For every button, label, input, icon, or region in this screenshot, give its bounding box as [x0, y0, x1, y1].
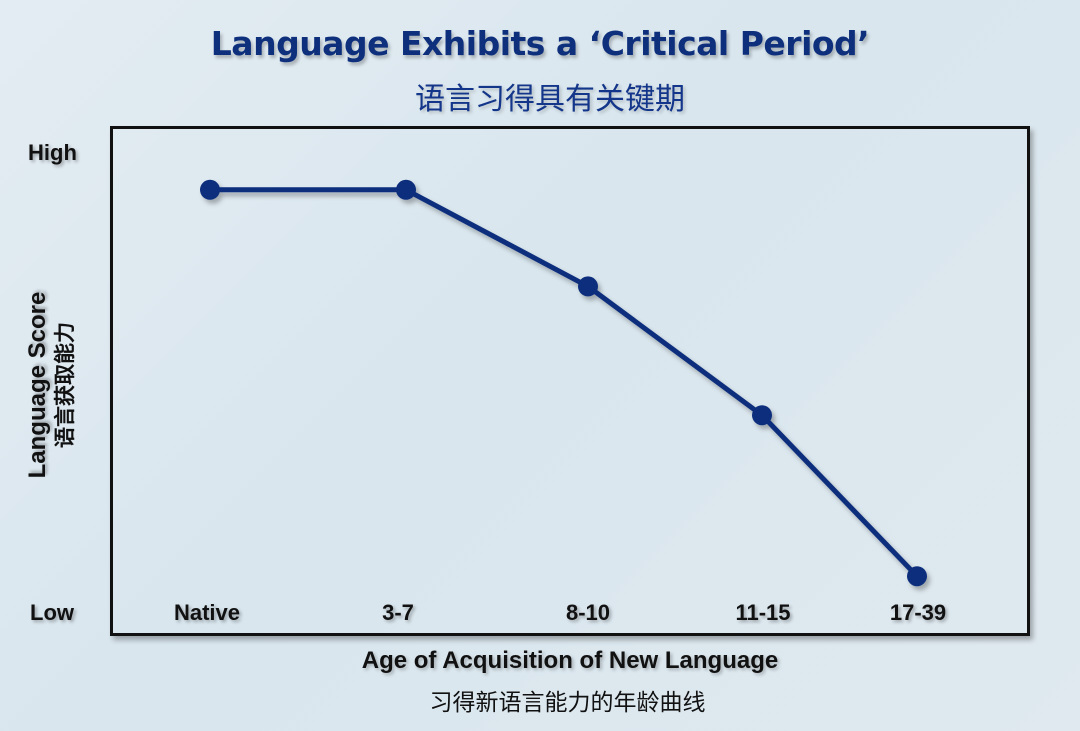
chart-subtitle: 语言习得具有关键期 — [415, 82, 685, 117]
data-point-marker — [752, 405, 772, 426]
series-line — [210, 187, 919, 578]
data-series — [200, 179, 927, 587]
y-axis-title-en: Language Score — [24, 291, 51, 479]
y-axis-title: Language Score 语言获取能力 — [24, 235, 84, 535]
plot-frame — [110, 126, 1030, 636]
chart-title: Language Exhibits a ‘Critical Period’ — [210, 24, 870, 63]
x-axis-title: Age of Acquisition of New Language — [361, 647, 779, 674]
x-tick-label: Native — [173, 600, 241, 625]
y-tick-low: Low — [30, 600, 74, 625]
x-axis-title-zh: 习得新语言能力的年龄曲线 — [429, 690, 706, 716]
data-point-marker — [200, 179, 220, 200]
x-tick-label: 8-10 — [565, 600, 611, 625]
x-tick-label: 3-7 — [382, 600, 414, 625]
data-point-marker — [578, 276, 598, 297]
data-point-marker — [907, 566, 927, 587]
x-tick-label: 11-15 — [735, 600, 791, 625]
y-tick-high: High — [28, 140, 77, 165]
data-point-marker — [396, 179, 416, 200]
x-tick-label: 17-39 — [889, 600, 947, 625]
y-axis-title-zh: 语言获取能力 — [53, 322, 77, 448]
